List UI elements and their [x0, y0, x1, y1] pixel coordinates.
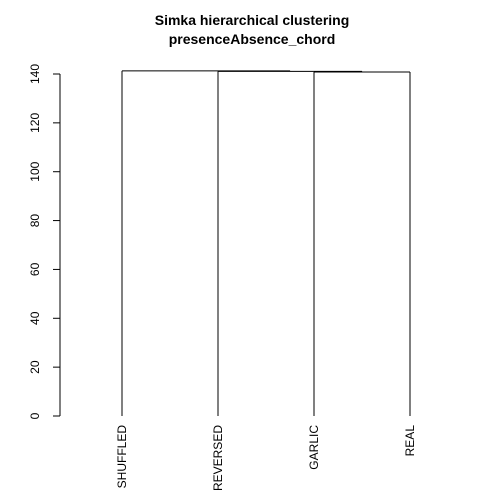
leaf-labels: SHUFFLED REVERSED GARLIC REAL: [115, 425, 417, 491]
y-tick-label: 120: [28, 113, 42, 133]
y-tick-label: 140: [28, 64, 42, 84]
y-axis-ticks: 0 20 40 60 80 100 120 140: [28, 64, 60, 419]
leaf-label-reversed: REVERSED: [211, 425, 225, 491]
dendrogram-branches: [121, 70, 411, 416]
leaf-label-garlic: GARLIC: [307, 425, 321, 470]
y-tick-label: 80: [28, 214, 42, 228]
y-tick-label: 20: [28, 360, 42, 374]
chart-title-line-1: Simka hierarchical clustering: [154, 12, 350, 28]
leaf-label-shuffled: SHUFFLED: [115, 425, 129, 489]
y-tick-label: 0: [28, 412, 42, 419]
y-tick-label: 60: [28, 262, 42, 276]
leaf-label-real: REAL: [403, 425, 417, 457]
chart-title-line-2: presenceAbsence_chord: [168, 31, 336, 47]
y-tick-label: 100: [28, 161, 42, 181]
y-tick-label: 40: [28, 311, 42, 325]
